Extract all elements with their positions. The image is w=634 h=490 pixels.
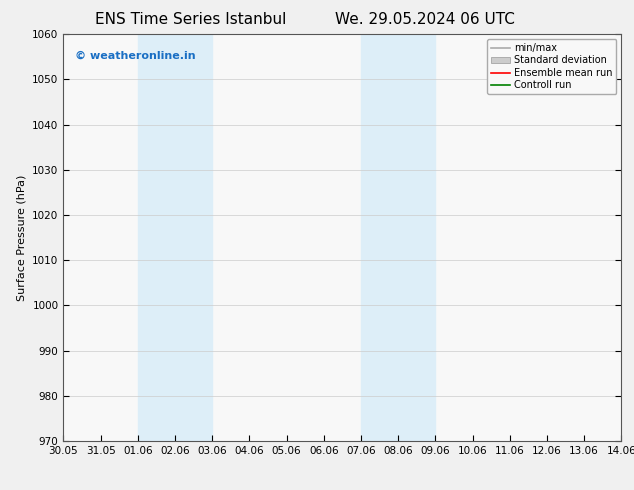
Legend: min/max, Standard deviation, Ensemble mean run, Controll run: min/max, Standard deviation, Ensemble me…: [487, 39, 616, 94]
Text: We. 29.05.2024 06 UTC: We. 29.05.2024 06 UTC: [335, 12, 515, 27]
Text: ENS Time Series Istanbul: ENS Time Series Istanbul: [94, 12, 286, 27]
Bar: [138, 34, 212, 441]
Bar: [361, 34, 436, 441]
Text: © weatheronline.in: © weatheronline.in: [75, 50, 195, 61]
Y-axis label: Surface Pressure (hPa): Surface Pressure (hPa): [16, 174, 27, 301]
